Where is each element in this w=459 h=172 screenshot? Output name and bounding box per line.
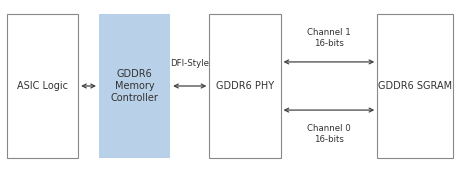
Text: ASIC Logic: ASIC Logic — [17, 81, 68, 91]
Text: DFI-Style: DFI-Style — [170, 59, 208, 68]
Text: GDDR6
Memory
Controller: GDDR6 Memory Controller — [110, 69, 158, 103]
FancyBboxPatch shape — [7, 14, 78, 158]
FancyBboxPatch shape — [376, 14, 452, 158]
Text: Channel 0
16-bits: Channel 0 16-bits — [306, 125, 350, 144]
Text: GDDR6 PHY: GDDR6 PHY — [215, 81, 274, 91]
Text: Channel 1
16-bits: Channel 1 16-bits — [306, 28, 350, 47]
FancyBboxPatch shape — [209, 14, 280, 158]
FancyBboxPatch shape — [99, 14, 170, 158]
Text: GDDR6 SGRAM: GDDR6 SGRAM — [377, 81, 451, 91]
